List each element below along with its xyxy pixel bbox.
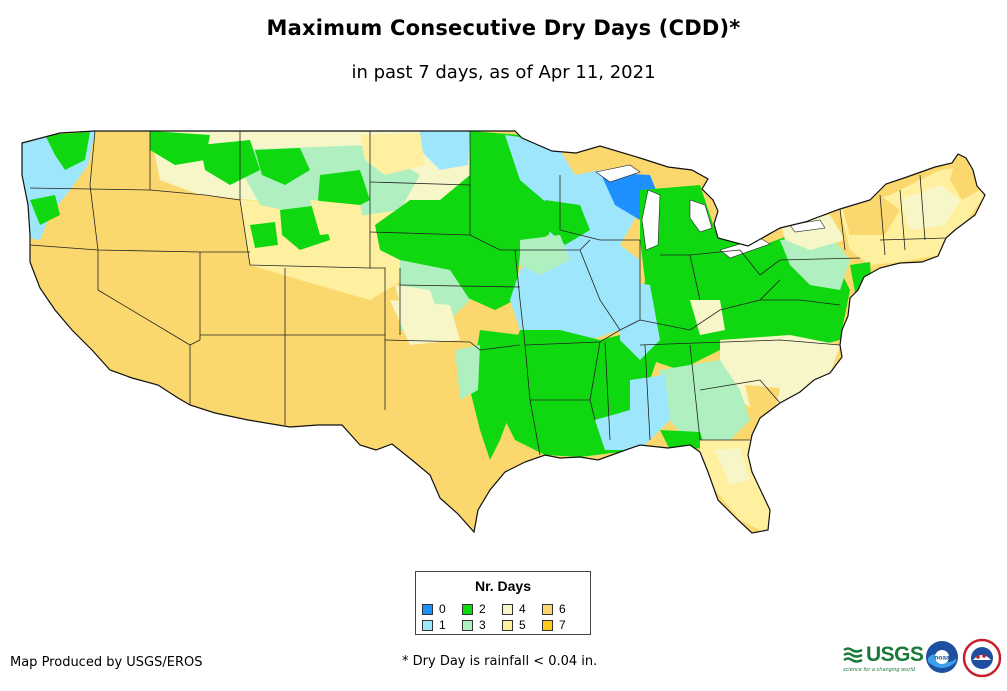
legend-label: 5 [519, 618, 526, 632]
legend: Nr. Days 0 1 2 3 4 5 6 7 [415, 571, 591, 635]
legend-swatch [542, 603, 553, 615]
footnote: * Dry Day is rainfall < 0.04 in. [402, 654, 598, 669]
legend-swatch [462, 619, 473, 631]
map-credit: Map Produced by USGS/EROS [10, 655, 203, 670]
usgs-wave-icon [843, 647, 863, 663]
legend-swatch [542, 619, 553, 631]
legend-label: 3 [479, 618, 486, 632]
legend-item-6: 6 [542, 602, 566, 616]
legend-item-7: 7 [542, 618, 566, 632]
legend-item-5: 5 [502, 618, 526, 632]
legend-item-3: 3 [462, 618, 486, 632]
map-subtitle: in past 7 days, as of Apr 11, 2021 [351, 62, 656, 83]
noaa-logo: noaa [926, 641, 958, 673]
legend-item-2: 2 [462, 602, 486, 616]
legend-item-4: 4 [502, 602, 526, 616]
legend-label: 2 [479, 602, 486, 616]
legend-swatch [462, 603, 473, 615]
usgs-logo: USGS science for a changing world [843, 643, 924, 673]
us-cdd-map [21, 130, 986, 534]
legend-label: 4 [519, 602, 526, 616]
legend-item-1: 1 [422, 618, 446, 632]
usgs-wordmark: USGS [866, 643, 924, 666]
legend-label: 7 [559, 618, 566, 632]
usgs-tagline: science for a changing world [843, 667, 915, 673]
legend-item-0: 0 [422, 602, 446, 616]
legend-swatch [502, 619, 513, 631]
noaa-wordmark: noaa [934, 655, 950, 662]
map-title: Maximum Consecutive Dry Days (CDD)* [266, 16, 741, 40]
legend-swatch [422, 603, 433, 615]
legend-label: 1 [439, 618, 446, 632]
legend-label: 6 [559, 602, 566, 616]
legend-swatch [422, 619, 433, 631]
legend-label: 0 [439, 602, 446, 616]
nws-logo [962, 638, 1002, 678]
legend-swatch [502, 603, 513, 615]
legend-title: Nr. Days [474, 578, 532, 594]
